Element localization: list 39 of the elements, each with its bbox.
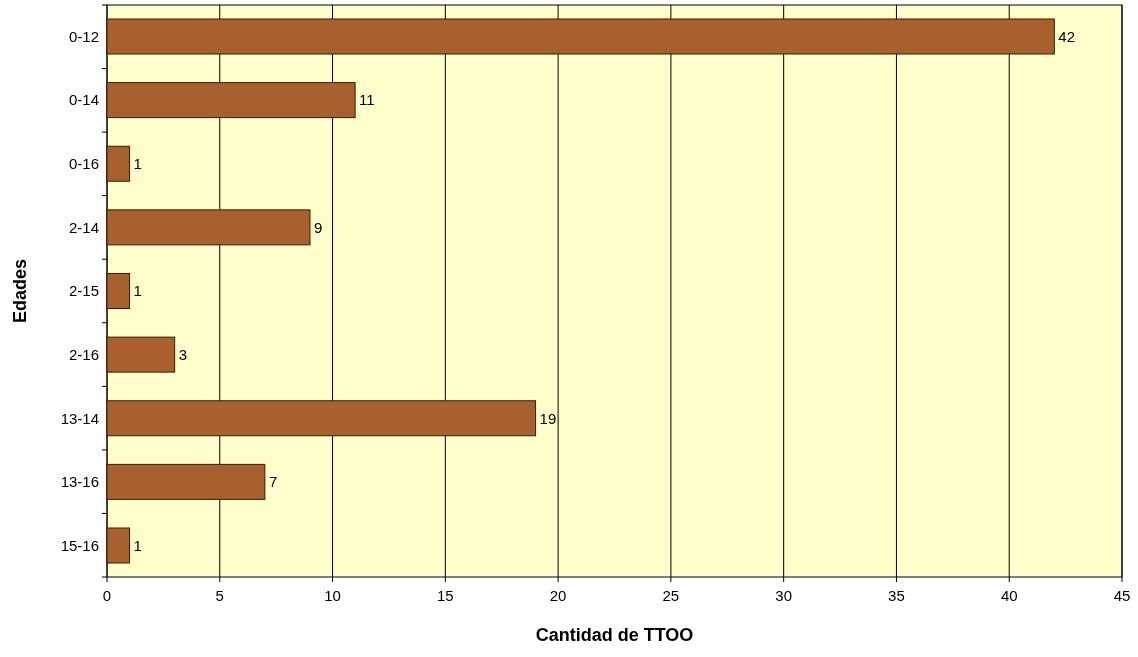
x-tick-label: 20 <box>549 587 567 604</box>
y-tick-label: 0-12 <box>68 27 99 45</box>
data-label: 3 <box>178 345 188 363</box>
y-tick-label: 13-16 <box>60 473 99 491</box>
data-label: 1 <box>133 282 142 300</box>
bar <box>106 273 131 309</box>
bar <box>106 463 266 500</box>
y-tick-label: 2-14 <box>68 218 99 236</box>
y-tick-label: 2-15 <box>68 282 99 300</box>
data-label: 19 <box>539 409 557 427</box>
y-tick-label: 0-16 <box>68 155 99 172</box>
x-tick-label: 25 <box>662 587 680 604</box>
x-tick-label: 10 <box>324 587 341 604</box>
x-tick-label: 0 <box>102 587 112 604</box>
y-tick-label: 15-16 <box>60 536 99 554</box>
y-tick-label: 13-14 <box>60 409 99 427</box>
data-label: 42 <box>1058 27 1076 45</box>
bar <box>106 18 1055 55</box>
data-label: 1 <box>133 155 142 172</box>
x-tick-label: 30 <box>775 587 793 604</box>
y-axis-title: Edades <box>10 258 30 324</box>
bar <box>106 527 131 564</box>
x-tick-label: 45 <box>1113 587 1131 604</box>
data-label: 7 <box>268 473 278 491</box>
bar <box>106 145 131 182</box>
bar <box>106 209 311 246</box>
x-tick-label: 40 <box>1000 587 1018 604</box>
data-label: 11 <box>359 91 375 109</box>
x-tick-label: 35 <box>888 587 905 604</box>
y-tick-label: 0-14 <box>68 91 99 109</box>
bar <box>106 400 537 437</box>
data-label: 1 <box>133 536 142 554</box>
bar <box>106 82 356 119</box>
x-tick-label: 5 <box>215 587 224 604</box>
bar <box>106 336 176 373</box>
data-label: 9 <box>314 218 323 236</box>
x-axis-title: Cantidad de TTOO <box>535 625 694 645</box>
y-tick-label: 2-16 <box>68 345 99 363</box>
x-tick-label: 15 <box>436 587 454 604</box>
